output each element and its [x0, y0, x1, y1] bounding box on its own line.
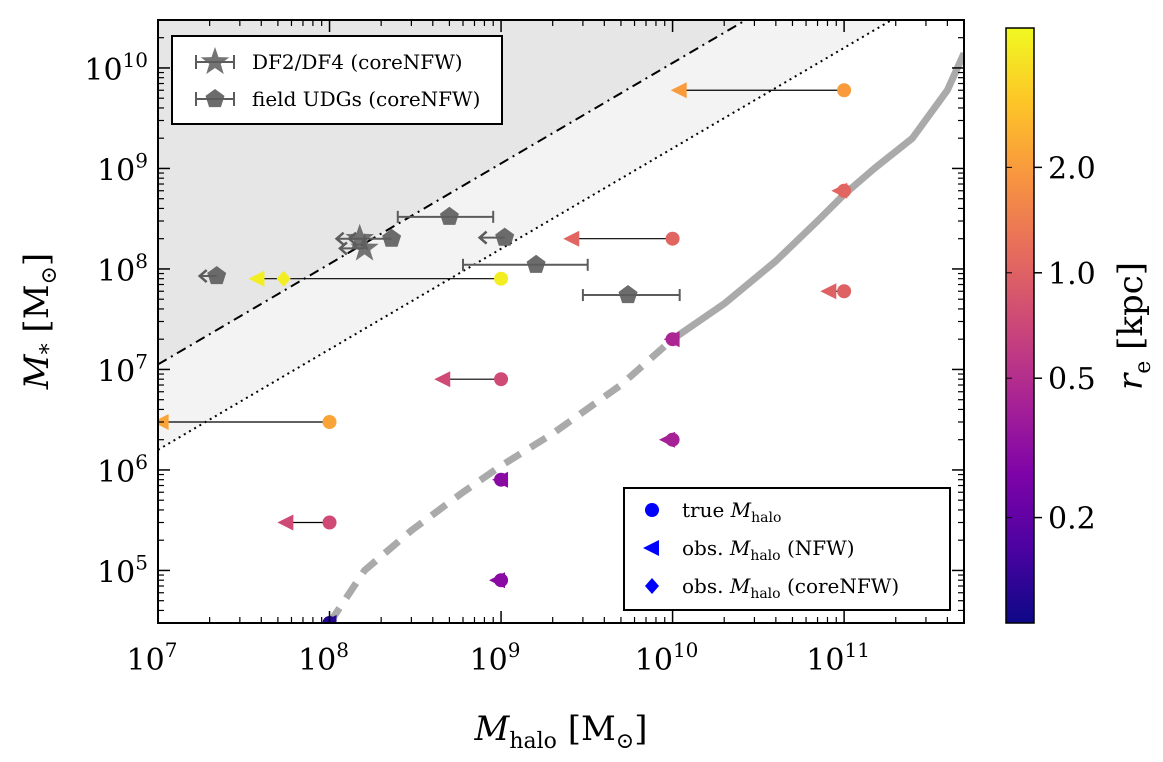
- colorbar: 0.2 0.5 1.0 2.0: [1005, 27, 1096, 624]
- legend-circle-marker: [645, 503, 659, 517]
- legend-diamond-marker: [645, 578, 659, 594]
- nfw-mhalo-point: [492, 471, 509, 488]
- colorbar-tick-label: 0.2: [1048, 502, 1096, 537]
- field-udg-point: [618, 285, 638, 304]
- upper-region-boundary: [158, 20, 748, 366]
- true-mhalo-point: [837, 284, 852, 299]
- corenfw-mhalo-point: [276, 270, 291, 287]
- field-udg-point: [439, 206, 459, 225]
- axis-ticks: 107 108 109 1010 1011 105 106 107 108 109 1010: [84, 19, 965, 678]
- udg-limit-arrow: [477, 230, 488, 245]
- true-mhalo-point: [322, 415, 337, 429]
- data-marks: [158, 82, 852, 623]
- colorbar-tick-label: 1.0: [1048, 257, 1096, 292]
- field-udg-point: [382, 228, 402, 247]
- legend-star-marker: [200, 47, 230, 75]
- df2-df4-point: [350, 233, 379, 261]
- legend-bottom-label: true Mhalo: [682, 498, 781, 526]
- y-tick-label: 107: [97, 349, 148, 389]
- true-mhalo-point: [837, 83, 852, 98]
- nfw-mhalo-point: [277, 514, 294, 531]
- colorbar-tick-label: 2.0: [1048, 151, 1096, 186]
- udg-limit-arrow: [197, 269, 208, 283]
- x-tick-label: 109: [470, 638, 521, 678]
- true-mhalo-point: [494, 372, 509, 387]
- legend-triangle-left-marker: [643, 540, 659, 556]
- x-tick-label: 107: [127, 638, 178, 678]
- df-limit-arrow: [338, 241, 348, 256]
- y-tick-label: 1010: [84, 48, 148, 88]
- true-mhalo-point: [665, 231, 680, 246]
- y-tick-label: 106: [97, 450, 148, 490]
- legend-top-box: [171, 35, 503, 125]
- legend-top-label: field UDGs (coreNFW): [252, 87, 480, 111]
- colorbar-gradient: [1005, 27, 1035, 624]
- nfw-mhalo-point: [670, 82, 687, 99]
- y-axis-title: M* [M⊙]: [17, 253, 62, 390]
- field-udg-point: [495, 227, 515, 246]
- y-tick-label: 105: [97, 550, 148, 590]
- legend-top: DF2/DF4 (coreNFW) field UDGs (coreNFW): [171, 35, 503, 125]
- colorbar-tick-label: 0.5: [1048, 362, 1096, 397]
- true-mhalo-point: [494, 271, 509, 286]
- curve-dashed: [326, 336, 675, 623]
- x-tick-label: 1010: [635, 638, 699, 678]
- y-tick-label: 108: [97, 249, 148, 289]
- nfw-mhalo-point: [658, 431, 675, 448]
- legend-bottom-label: obs. Mhalo (coreNFW): [682, 574, 899, 602]
- legend-top-label: DF2/DF4 (coreNFW): [252, 50, 463, 74]
- df2-df4-point: [345, 223, 374, 251]
- nfw-mhalo-point: [320, 615, 337, 623]
- nfw-mhalo-point: [434, 371, 451, 388]
- nfw-mhalo-point: [248, 270, 265, 287]
- nfw-mhalo-point: [563, 230, 580, 247]
- legend-bottom-label: obs. Mhalo (NFW): [682, 536, 855, 564]
- x-axis-title: Mhalo [M⊙]: [474, 709, 648, 754]
- legend-bottom-box: [623, 487, 951, 611]
- nfw-mhalo-point: [489, 572, 506, 589]
- colorbar-title: re [kpc]: [1111, 262, 1156, 390]
- legend-bottom: true Mhalo obs. Mhalo (NFW) obs. Mhalo (co…: [623, 487, 951, 611]
- nfw-mhalo-point: [831, 182, 848, 199]
- field-udg-point: [526, 254, 546, 273]
- nfw-mhalo-point: [663, 331, 680, 348]
- df-limit-arrow: [334, 231, 345, 246]
- legend-pentagon-marker: [205, 89, 225, 108]
- x-tick-label: 108: [298, 638, 349, 678]
- field-udg-point: [207, 266, 227, 285]
- nfw-mhalo-point: [820, 283, 837, 300]
- x-tick-label: 1011: [806, 638, 870, 678]
- y-tick-label: 109: [97, 148, 148, 188]
- true-mhalo-point: [322, 515, 337, 530]
